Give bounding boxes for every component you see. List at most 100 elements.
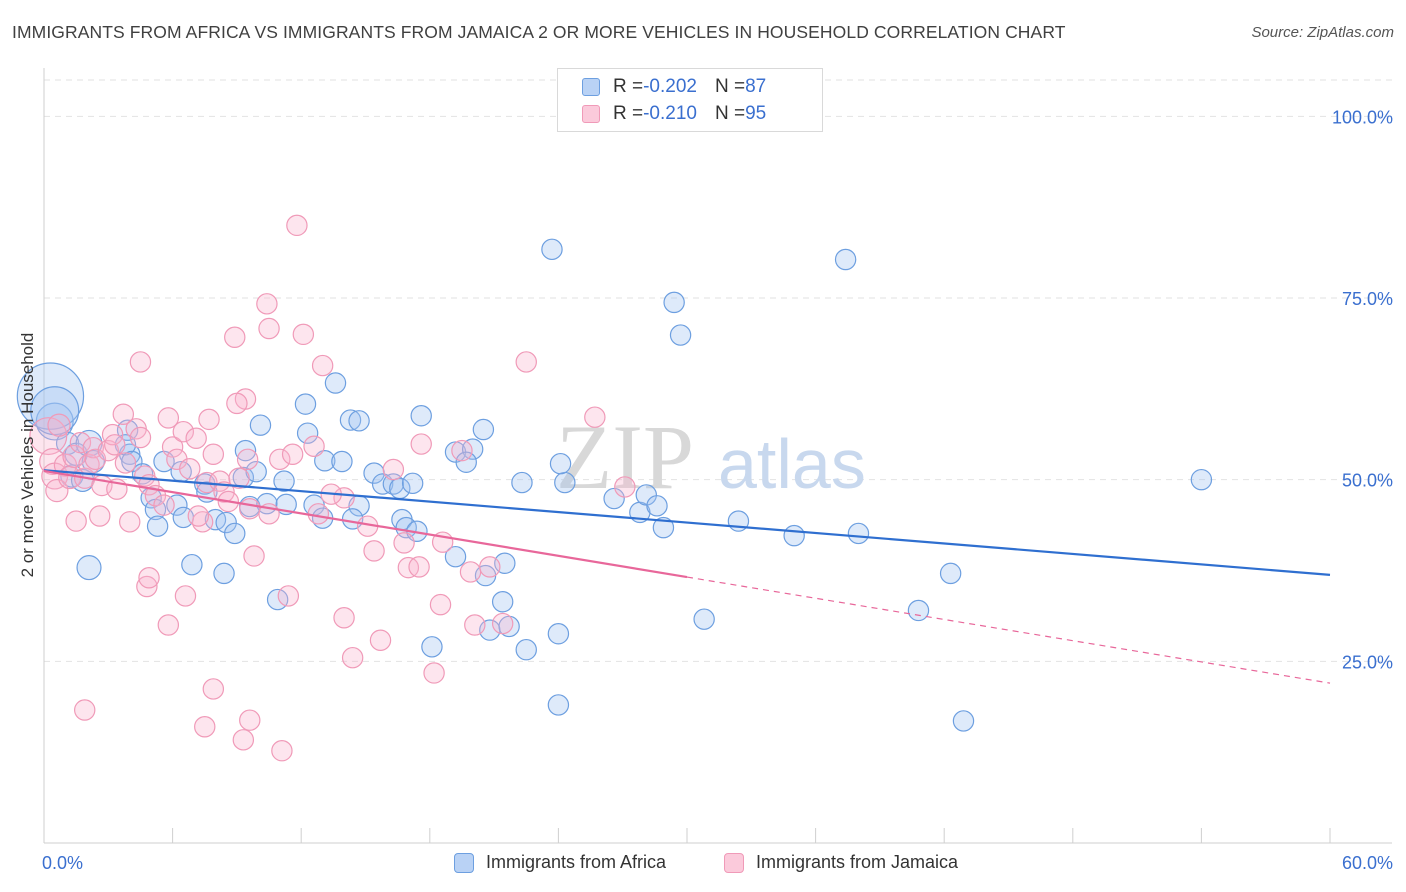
trend-line-jamaica-extension	[686, 576, 1331, 684]
point-africa	[461, 438, 484, 460]
point-jamaica	[153, 494, 175, 516]
point-jamaica	[459, 561, 482, 583]
point-jamaica	[397, 556, 420, 579]
point-africa	[491, 591, 514, 613]
point-jamaica	[269, 448, 291, 471]
point-jamaica	[239, 709, 261, 731]
point-jamaica	[202, 678, 225, 700]
point-africa	[324, 372, 347, 394]
legend-africa-n-value: 87	[745, 76, 767, 97]
point-jamaica	[47, 413, 71, 437]
point-jamaica	[292, 323, 315, 346]
legend-jamaica-r-label: R =	[613, 103, 644, 124]
point-jamaica	[410, 433, 432, 455]
point-africa	[907, 599, 930, 622]
point-jamaica	[161, 436, 184, 458]
legend-africa-n-label: N =	[714, 76, 746, 97]
trend-lines	[43, 469, 1331, 684]
series-jamaica-points	[29, 214, 636, 762]
legend-swatch-africa	[582, 78, 600, 96]
point-africa	[834, 248, 857, 271]
point-jamaica	[515, 351, 537, 373]
point-jamaica	[584, 406, 606, 428]
point-jamaica	[179, 458, 201, 480]
point-jamaica	[464, 614, 486, 636]
point-africa	[847, 522, 870, 545]
watermark-zip: ZIP	[556, 406, 694, 508]
y-axis-title: 2 or more Vehicles in Household	[18, 332, 37, 578]
point-africa	[410, 405, 432, 427]
point-jamaica	[97, 439, 120, 462]
point-jamaica	[226, 392, 248, 415]
point-jamaica	[228, 467, 250, 489]
point-jamaica	[104, 434, 126, 456]
y-tick-label: 100.0%	[1332, 107, 1393, 127]
point-jamaica	[138, 567, 160, 589]
point-africa	[382, 473, 405, 495]
point-jamaica	[614, 476, 636, 498]
y-tick-label: 25.0%	[1342, 652, 1393, 672]
bottom-legend-label-jamaica: Immigrants from Jamaica	[756, 852, 959, 872]
point-africa	[421, 636, 443, 658]
point-jamaica	[157, 614, 180, 636]
axes	[43, 68, 1392, 844]
point-jamaica	[172, 420, 195, 443]
point-jamaica	[341, 646, 364, 669]
point-africa	[646, 495, 668, 517]
legend-jamaica-n-value: 95	[745, 103, 767, 124]
watermark-atlas: atlas	[718, 425, 866, 503]
point-africa	[249, 414, 272, 436]
point-jamaica	[243, 545, 265, 567]
point-africa	[939, 562, 962, 585]
correlation-legend: R = -0.202 N = 87 R = -0.210 N = 95	[557, 68, 823, 132]
point-jamaica	[423, 662, 445, 684]
legend-swatch-jamaica	[582, 105, 600, 123]
point-jamaica	[157, 407, 180, 429]
point-africa	[652, 516, 675, 539]
point-africa	[472, 418, 495, 441]
point-jamaica	[256, 293, 278, 315]
point-africa	[121, 450, 143, 473]
point-africa	[331, 450, 353, 473]
point-jamaica	[191, 511, 214, 533]
point-jamaica	[429, 593, 452, 616]
point-africa	[146, 515, 169, 537]
point-africa	[215, 511, 237, 534]
point-jamaica	[187, 505, 210, 527]
point-jamaica	[311, 354, 334, 377]
x-tick-label-max: 60.0%	[1342, 853, 1393, 873]
point-jamaica	[333, 487, 355, 509]
point-jamaica	[69, 431, 92, 454]
point-africa	[669, 324, 692, 346]
x-tick-label-min: 0.0%	[42, 853, 83, 873]
point-jamaica	[382, 458, 405, 481]
point-jamaica	[74, 699, 96, 721]
point-jamaica	[112, 403, 135, 425]
point-jamaica	[129, 426, 152, 449]
point-jamaica	[202, 443, 225, 465]
point-africa	[294, 393, 317, 415]
legend-row-africa: R = -0.202 N = 87	[582, 74, 766, 100]
point-africa	[348, 410, 370, 432]
point-jamaica	[232, 729, 255, 751]
legend-africa-r-value: -0.202	[643, 76, 697, 97]
point-jamaica	[89, 505, 111, 527]
point-africa	[76, 555, 102, 581]
trend-line-jamaica	[43, 469, 688, 579]
point-africa	[547, 622, 570, 645]
point-jamaica	[286, 214, 308, 237]
gridlines	[44, 79, 1392, 662]
legend-jamaica-n-label: N =	[714, 103, 746, 124]
point-jamaica	[185, 427, 207, 449]
point-africa	[547, 694, 570, 716]
y-tick-label: 75.0%	[1342, 289, 1393, 309]
point-jamaica	[39, 448, 67, 475]
legend-jamaica-r-value: -0.210	[643, 103, 697, 124]
point-africa	[213, 562, 235, 585]
point-africa	[549, 452, 572, 475]
point-jamaica	[363, 540, 385, 562]
point-jamaica	[451, 439, 473, 462]
point-africa	[296, 422, 319, 444]
trend-line-africa	[43, 469, 1331, 576]
